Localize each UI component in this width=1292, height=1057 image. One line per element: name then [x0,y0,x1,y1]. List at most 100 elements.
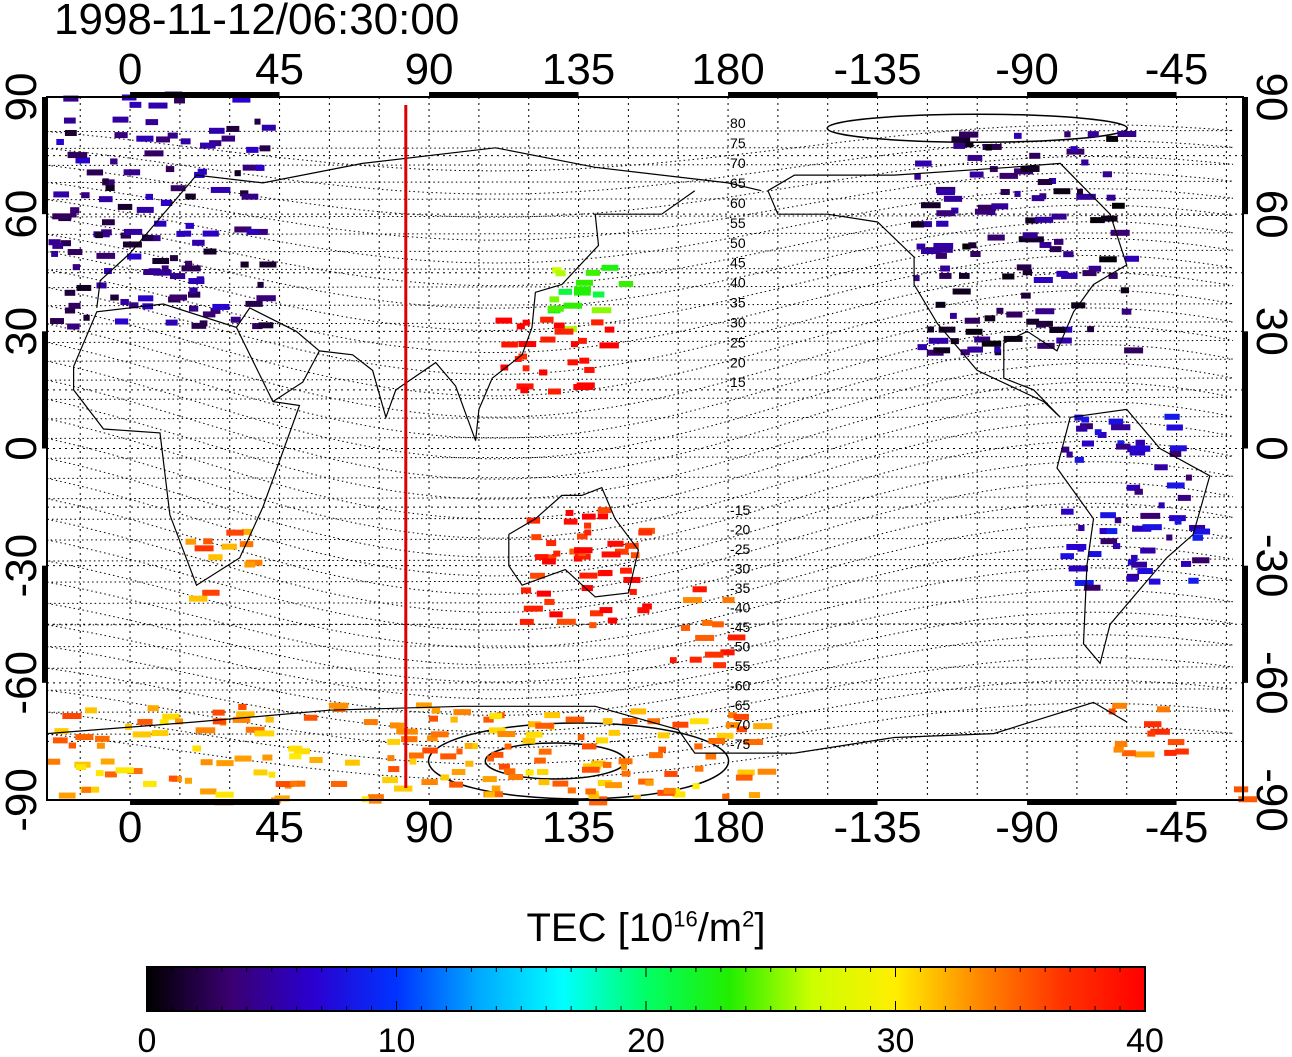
tec-cell [538,748,552,755]
tec-cell [542,558,556,565]
tec-cell [110,158,118,165]
tec-cell [491,785,501,792]
axis-tick-labels: 0045459090135135180180-135-135-90-90-45-… [0,45,1292,852]
tec-cell [1137,568,1153,575]
tec-cell [58,792,76,799]
tec-cell [104,771,117,778]
tec-cell [483,716,494,723]
tec-cell [98,196,113,203]
tec-cell [127,253,142,260]
tec-cell [363,719,378,726]
tec-cell [514,356,522,363]
tec-cell [949,312,957,319]
tec-cell [96,282,107,289]
tec-cell [296,780,306,787]
tec-cell [1066,543,1087,550]
tec-cell [185,538,197,545]
tec-cell [962,243,971,250]
tec-cell [591,307,612,314]
tec-cell [81,786,91,793]
tec-cell [589,622,597,629]
tec-cell [722,793,730,800]
tec-cell [1192,528,1211,535]
tec-cell [1029,152,1041,159]
axis-band [728,800,878,805]
tec-cell [1037,342,1055,349]
tec-cell [67,323,80,330]
tec-cell [1192,534,1203,541]
tec-cell [525,731,543,738]
axis-band [1243,565,1248,683]
tec-cell [482,776,497,783]
tec-cell [451,768,466,775]
tec-cell [67,249,83,256]
tec-cell [605,782,622,789]
tec-cell [601,264,619,271]
y-tick-left: 0 [0,436,46,460]
tec-cell [536,590,551,597]
tec-cell [1110,229,1130,236]
tec-cell [1150,728,1170,735]
tec-cell [368,794,384,801]
tec-cell [638,529,653,536]
tec-cell [185,260,193,267]
y-tick-right: -60 [1247,651,1292,715]
tec-cell [969,171,984,178]
tec-cell [600,569,613,576]
tec-cell [584,529,592,536]
magnetic-latitude-label: 15 [730,374,746,390]
tec-cell [70,211,77,218]
y-tick-right: 90 [1247,73,1292,122]
tec-cell [151,730,169,737]
tec-cell [212,718,226,725]
tec-cell [64,129,77,136]
tec-cell [579,572,598,579]
tec-cell [518,353,528,360]
tec-cell [165,166,175,173]
tec-cell [1013,132,1022,139]
tec-cell [52,242,64,249]
magnetic-latitude-label: 60 [730,195,746,211]
tec-cell [1078,525,1085,532]
magnetic-latitude-label: 65 [730,175,746,191]
tec-cell [597,779,613,786]
tec-cell [1102,171,1112,178]
tec-cell [1021,292,1031,299]
axis-band [42,565,47,683]
colorbar-tick-label: 10 [378,1022,416,1057]
tec-cell [1084,584,1101,591]
tec-cell [110,294,119,301]
tec-cell [620,567,632,574]
tec-cell [967,346,983,353]
tec-cell [195,727,216,734]
tec-cell [401,736,418,743]
tec-cell [1167,739,1185,746]
tec-cell [1140,547,1156,554]
magnetic-latitude-line [46,307,1234,418]
tec-cell [637,607,650,614]
tec-cell [152,257,170,264]
tec-cell [393,785,413,792]
tec-cell [692,586,707,593]
tec-cell [138,295,154,302]
tec-cell [563,518,578,525]
magnetic-latitude-line [46,725,1234,781]
tec-cell [1135,439,1145,446]
tec-cell [544,712,561,719]
tec-cell [1034,216,1054,223]
tec-cell [508,773,524,780]
tec-cell [1070,146,1078,153]
tec-cell [1132,525,1152,532]
tec-cell [1051,213,1067,220]
tec-cell [203,538,213,545]
tec-cell [145,119,159,126]
tec-cell [75,764,87,771]
tec-cell [127,768,143,775]
tec-cell [101,219,115,226]
tec-colorbar: 0 10 20 30 40 [138,966,1164,1057]
tec-cell [81,192,90,199]
tec-cell [1081,416,1090,423]
tec-cell [253,769,268,776]
tec-cell [117,203,133,210]
tec-cell [293,748,311,755]
